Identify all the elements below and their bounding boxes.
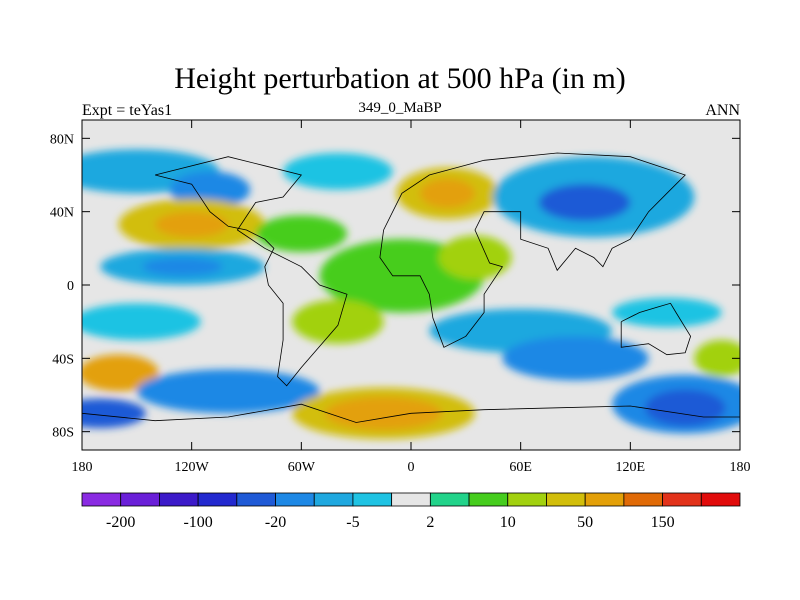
colorbar-swatch — [468, 492, 509, 507]
x-tick-label: 60E — [509, 460, 532, 475]
field-anomaly-1 — [169, 171, 251, 209]
field-anomaly-15 — [82, 354, 159, 392]
y-axis: 80N 40N 0 40S 80S — [50, 132, 740, 441]
field-anomaly-4 — [155, 211, 229, 238]
colorbar-label: 150 — [651, 514, 675, 531]
field-anomaly-18 — [292, 299, 384, 344]
field-anomaly-5 — [255, 215, 348, 253]
y-tick-label: 40N — [50, 206, 74, 221]
coastline-africa-eurasia — [379, 152, 686, 348]
y-tick-label: 80S — [52, 426, 74, 441]
field-anomaly-22 — [502, 336, 649, 381]
x-tick-label: 180 — [72, 460, 93, 475]
left-string: Expt = teYas1 — [82, 102, 173, 119]
colorbar-swatch — [120, 492, 160, 507]
colorbar-swatch — [197, 492, 238, 507]
field-anomaly-20 — [325, 396, 443, 430]
chart-title: Height perturbation at 500 hPa (in m) — [174, 62, 626, 95]
colorbar-label: -100 — [183, 514, 212, 531]
colorbar-label: 2 — [426, 514, 434, 531]
colorbar: -200 -100 -20 -5 2 10 50 150 — [81, 492, 741, 531]
colorbar-label: -5 — [346, 514, 359, 531]
colorbar-swatch — [623, 492, 663, 507]
colorbar-swatch — [700, 492, 741, 507]
field-anomaly-25 — [612, 297, 722, 328]
coastline-antarctica — [82, 403, 740, 423]
coastline-americas — [155, 156, 348, 387]
field-anomaly-7 — [420, 178, 475, 208]
x-tick-label: 120E — [616, 460, 646, 475]
field-anomaly-17 — [136, 369, 320, 414]
field-anomaly-16 — [82, 398, 146, 428]
colorbar-swatch — [275, 492, 315, 507]
coastlines — [82, 152, 740, 423]
colorbar-swatch — [584, 492, 625, 507]
colorbar-swatch — [662, 492, 702, 507]
field-anomaly-9 — [538, 184, 631, 221]
height-field — [82, 120, 740, 450]
colorbar-swatch — [546, 492, 586, 507]
colorbar-label: -200 — [106, 514, 135, 531]
y-tick-label: 0 — [67, 279, 74, 294]
coastline-australia — [620, 302, 692, 356]
colorbar-swatch — [81, 492, 122, 507]
field-anomaly-13 — [438, 235, 512, 280]
colorbar-swatch — [429, 492, 470, 507]
colorbar-label: 50 — [577, 514, 593, 531]
field-anomaly-14 — [82, 303, 201, 340]
y-tick-label: 80N — [50, 132, 74, 147]
right-string: ANN — [705, 102, 740, 119]
colorbar-swatch — [352, 492, 393, 507]
field-anomaly-26 — [694, 340, 740, 377]
colorbar-swatch — [507, 492, 547, 507]
colorbar-swatch — [159, 492, 199, 507]
x-axis: 180 120W 60W 0 60E 120E 180 — [72, 120, 751, 475]
colorbar-swatch — [391, 492, 431, 507]
field-anomaly-11 — [142, 257, 223, 276]
colorbar-swatch — [313, 492, 354, 507]
colorbar-label: 10 — [500, 514, 516, 531]
field-anomaly-24 — [644, 389, 726, 427]
y-tick-label: 40S — [52, 352, 74, 367]
x-tick-label: 60W — [288, 460, 316, 475]
colorbar-swatch — [236, 492, 276, 507]
center-string: 349_0_MaBP — [358, 100, 442, 116]
x-tick-label: 180 — [730, 460, 751, 475]
field-anomaly-2 — [283, 153, 393, 190]
colorbar-label: -20 — [265, 514, 286, 531]
x-tick-label: 120W — [175, 460, 210, 475]
x-tick-label: 0 — [408, 460, 415, 475]
